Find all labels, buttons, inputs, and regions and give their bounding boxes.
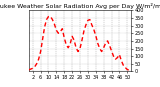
Title: Milwaukee Weather Solar Radiation Avg per Day W/m²/minute: Milwaukee Weather Solar Radiation Avg pe… — [0, 3, 160, 9]
